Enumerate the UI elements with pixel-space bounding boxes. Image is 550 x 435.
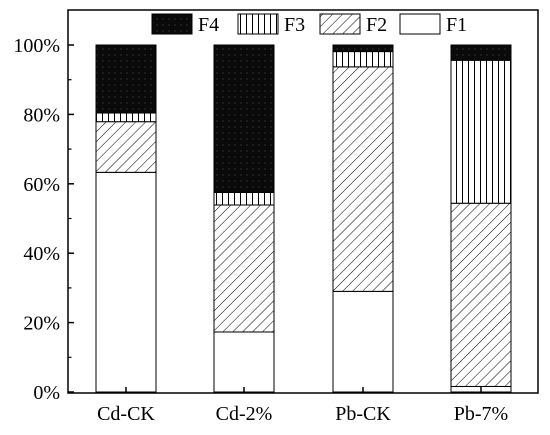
x-axis: Cd-CK Cd-2% Pb-CK Pb-7% <box>97 387 508 425</box>
bar-segment-f4-pb-7pct <box>450 44 512 61</box>
legend-label-f1: F1 <box>446 14 467 36</box>
legend-swatch-f4 <box>151 13 193 35</box>
y-tick-label: 80% <box>23 104 60 126</box>
y-axis: 0% 20% 40% 60% 80% 100% <box>13 35 74 404</box>
bar-segment-f3-cd-ck <box>95 112 157 123</box>
legend-swatch-f3 <box>237 13 279 35</box>
x-tick-label: Cd-CK <box>97 403 155 425</box>
bar-segment-f1-cd-2pct <box>213 331 275 393</box>
bar-segment-f4-cd-ck <box>95 44 157 114</box>
bar-segment-f3-cd-2pct <box>213 191 275 206</box>
y-tick-label: 20% <box>23 313 60 335</box>
plot-frame <box>67 9 539 394</box>
bar-segment-f1-cd-ck <box>95 171 157 393</box>
legend-label-f3: F3 <box>284 14 305 36</box>
legend-label-f2: F2 <box>366 14 387 36</box>
bar-segment-f3-pb-7pct <box>450 59 512 204</box>
legend: F4 F3 F2 F1 <box>151 13 467 36</box>
y-tick-label: 100% <box>13 35 60 57</box>
y-tick-label: 0% <box>33 382 60 404</box>
legend-swatch-f1 <box>399 13 441 35</box>
x-tick-label: Pb-7% <box>454 403 508 425</box>
legend-swatch-f2 <box>319 13 361 35</box>
bar-segment-f2-cd-ck <box>95 121 157 173</box>
legend-label-f4: F4 <box>198 14 219 36</box>
bar-segment-f2-pb-ck <box>332 66 394 292</box>
bar-segment-f2-cd-2pct <box>213 204 275 333</box>
y-tick-label: 60% <box>23 174 60 196</box>
bar-segment-f2-pb-7pct <box>450 202 512 387</box>
bar-segment-f4-pb-ck <box>332 44 394 53</box>
x-tick-label: Pb-CK <box>335 403 391 425</box>
bars-group <box>95 44 512 393</box>
bar-segment-f4-cd-2pct <box>213 44 275 193</box>
bar-segment-f1-pb-ck <box>332 290 394 393</box>
bar-segment-f3-pb-ck <box>332 51 394 68</box>
x-tick-label: Cd-2% <box>216 403 273 425</box>
y-tick-label: 40% <box>23 243 60 265</box>
